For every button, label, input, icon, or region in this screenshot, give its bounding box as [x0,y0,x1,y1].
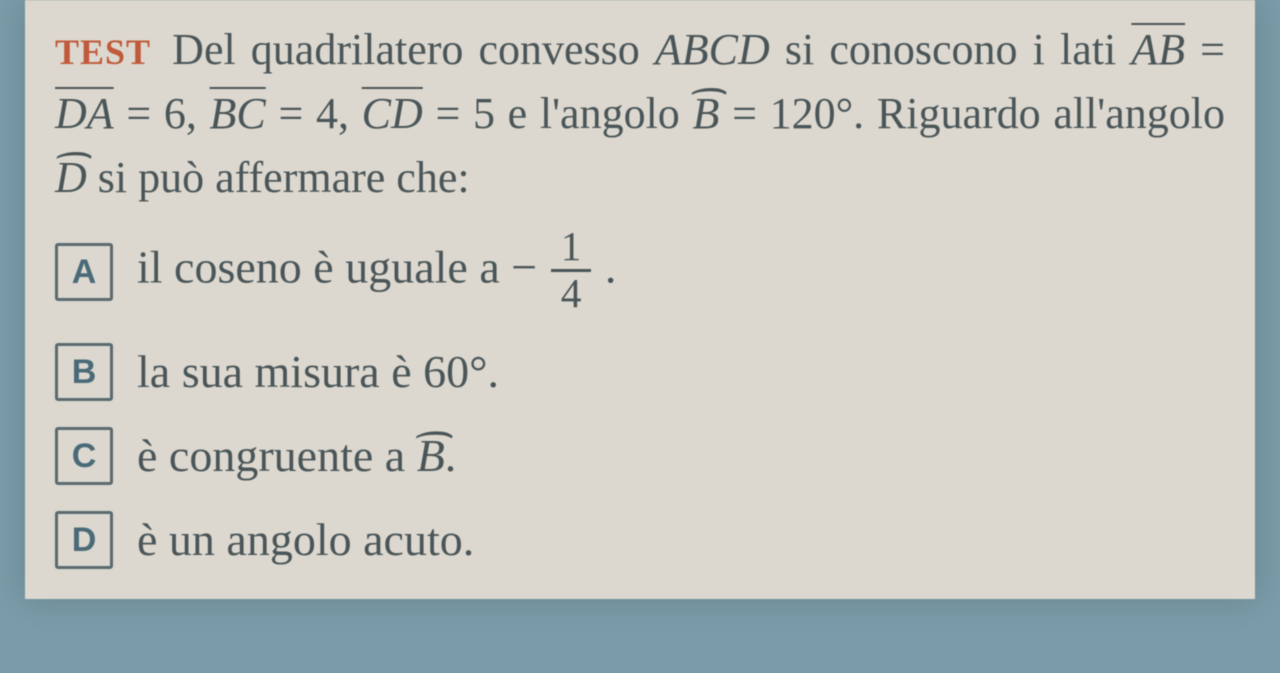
answer-letter: B [72,353,97,392]
answer-letter-box: B [55,343,113,401]
q-frag: = 5 e l'angolo [423,89,693,138]
seg-bc: BC [210,89,266,138]
answer-letter: D [72,521,97,560]
q-frag: si può affermare che: [87,153,470,202]
minus-sign: − [511,242,537,293]
q-frag: Del quadrilatero convesso [172,25,655,74]
ans-c-pre: è congruente a [137,430,417,481]
answer-c[interactable]: C è congruente a B. [55,427,1225,485]
answer-letter: C [72,437,97,476]
fraction-num: 1 [551,225,592,271]
answer-text: è un angolo acuto. [137,517,474,563]
ans-a-pre: il coseno è uguale a [137,242,511,293]
angle-d: D [55,146,87,210]
answer-b[interactable]: B la sua misura è 60°. [55,343,1225,401]
answer-text: il coseno è uguale a − 1 4 . [137,227,616,317]
answers-list: A il coseno è uguale a − 1 4 . B la sua … [55,227,1225,569]
answer-text: la sua misura è 60°. [137,349,499,395]
ans-a-post: . [593,242,616,293]
answer-letter-box: A [55,243,113,301]
angle-b: B [693,82,720,146]
fraction-den: 4 [551,272,592,315]
answer-letter-box: C [55,427,113,485]
answer-letter-box: D [55,511,113,569]
angle-b: B [417,433,445,479]
q-frag: = 4, [266,89,362,138]
q-eq: = [1185,25,1225,74]
answer-text: è congruente a B. [137,433,456,479]
test-label: TEST [55,32,151,72]
q-frag: = 120°. Riguardo all'angolo [719,89,1225,138]
q-frag: = 6, [114,89,210,138]
question-text: TEST Del quadrilatero convesso AB CD si c… [55,18,1225,209]
answer-d[interactable]: D è un angolo acuto. [55,511,1225,569]
q-frag: si cono­scono i lati [770,25,1132,74]
seg-cd: CD [362,89,423,138]
exercise-page: TEST Del quadrilatero convesso ABCD si c… [25,0,1255,599]
fraction: 1 4 [551,225,592,315]
answer-letter: A [72,253,97,292]
answer-a[interactable]: A il coseno è uguale a − 1 4 . [55,227,1225,317]
seg-ab: AB [1131,25,1185,74]
